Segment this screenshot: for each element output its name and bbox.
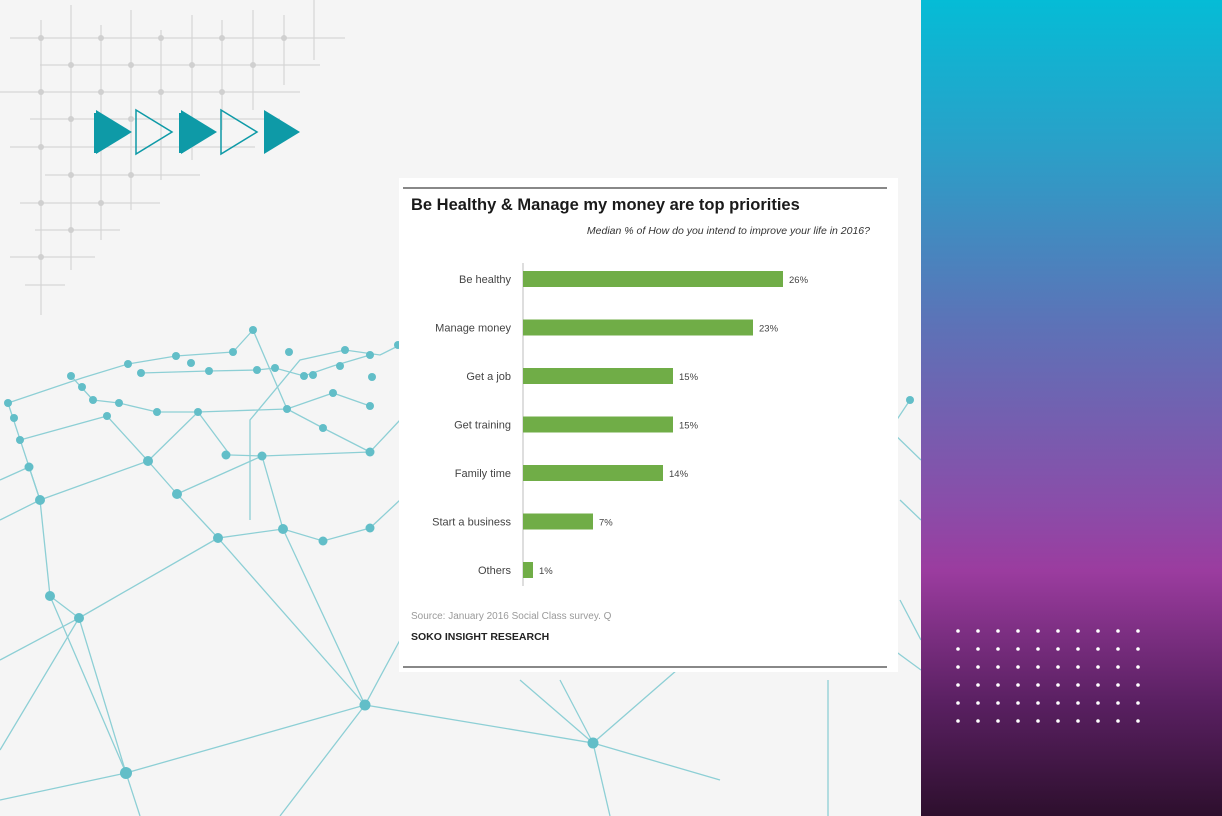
- play-solid-icon: [94, 110, 132, 154]
- category-label: Start a business: [432, 517, 511, 529]
- dot: [1076, 665, 1080, 669]
- dot: [1116, 629, 1120, 633]
- dot: [956, 629, 960, 633]
- dot: [1036, 719, 1040, 723]
- dot: [1036, 701, 1040, 705]
- category-label: Manage money: [435, 323, 511, 335]
- dot: [1076, 647, 1080, 651]
- dot: [1056, 683, 1060, 687]
- dot: [1136, 683, 1140, 687]
- dot: [1136, 719, 1140, 723]
- chart-subtitle: Median % of How do you intend to improve…: [586, 225, 870, 237]
- dot: [976, 683, 980, 687]
- dot: [1016, 719, 1020, 723]
- dot: [1136, 629, 1140, 633]
- dot: [976, 665, 980, 669]
- bar: [523, 513, 593, 530]
- dot: [976, 629, 980, 633]
- bar: [523, 368, 673, 384]
- dot: [1096, 629, 1100, 633]
- bar: [523, 271, 783, 287]
- value-label: 1%: [539, 566, 553, 577]
- gradient-side-panel: [921, 0, 1222, 816]
- dot: [996, 701, 1000, 705]
- dot: [1056, 701, 1060, 705]
- dot: [976, 647, 980, 651]
- dot: [956, 701, 960, 705]
- dot: [1056, 647, 1060, 651]
- dot: [1036, 647, 1040, 651]
- bar: [523, 319, 753, 336]
- dot: [1116, 665, 1120, 669]
- dot: [1116, 683, 1120, 687]
- dot: [1096, 647, 1100, 651]
- dot: [1096, 719, 1100, 723]
- dot-grid-decoration: [956, 629, 1140, 723]
- dot: [1036, 683, 1040, 687]
- value-label: 15%: [679, 421, 699, 432]
- dot: [1036, 629, 1040, 633]
- dot: [976, 719, 980, 723]
- value-label: 23%: [759, 324, 779, 335]
- dot: [1096, 665, 1100, 669]
- dot: [1016, 665, 1020, 669]
- dot: [1136, 701, 1140, 705]
- dot: [996, 629, 1000, 633]
- dot: [1136, 665, 1140, 669]
- value-label: 15%: [679, 372, 699, 383]
- dot: [1096, 683, 1100, 687]
- dot: [1016, 683, 1020, 687]
- value-label: 14%: [669, 469, 689, 480]
- background-network-art: [0, 0, 921, 816]
- value-label: 7%: [599, 518, 613, 529]
- bar: [523, 416, 673, 433]
- dot: [956, 647, 960, 651]
- dot: [1076, 629, 1080, 633]
- dot: [976, 701, 980, 705]
- bar: [523, 465, 663, 481]
- chart-title: Be Healthy & Manage my money are top pri…: [411, 196, 800, 214]
- category-label: Get training: [454, 420, 511, 432]
- dot: [1096, 701, 1100, 705]
- dot: [1056, 719, 1060, 723]
- category-label: Family time: [455, 468, 511, 480]
- category-label: Others: [478, 565, 512, 577]
- category-label: Be healthy: [459, 274, 511, 286]
- play-outline-icon: [220, 108, 259, 156]
- bars-layer: Be healthy 26% Manage money 23% Get a job 15%…: [432, 263, 809, 586]
- grid-lines: [0, 0, 345, 315]
- dot: [1036, 665, 1040, 669]
- dot: [956, 683, 960, 687]
- dot: [1076, 701, 1080, 705]
- dot: [956, 665, 960, 669]
- bar-chart: Be healthy 26% Manage money 23% Get a job 15%…: [403, 187, 887, 668]
- dot: [956, 719, 960, 723]
- chart-card: Be healthy 26% Manage money 23% Get a job 15%…: [399, 178, 898, 672]
- play-outline-icon: [135, 108, 174, 156]
- dot: [1016, 629, 1020, 633]
- dot: [1056, 629, 1060, 633]
- dot: [1116, 719, 1120, 723]
- network-nodes: [4, 326, 914, 779]
- play-solid-icon: [264, 110, 300, 154]
- chart-source: Source: January 2016 Social Class survey…: [411, 611, 612, 622]
- value-label: 26%: [789, 275, 809, 286]
- dot: [1116, 647, 1120, 651]
- category-label: Get a job: [466, 371, 511, 383]
- dot: [1016, 647, 1020, 651]
- dot: [1136, 647, 1140, 651]
- dot: [996, 719, 1000, 723]
- dot: [1076, 719, 1080, 723]
- dot: [1076, 683, 1080, 687]
- chart-brand: SOKO INSIGHT RESEARCH: [411, 631, 550, 643]
- dot: [1056, 665, 1060, 669]
- dot: [996, 647, 1000, 651]
- dot: [1016, 701, 1020, 705]
- play-solid-icon: [179, 110, 217, 154]
- dot: [1116, 701, 1120, 705]
- play-arrows: [94, 108, 300, 156]
- dot: [996, 683, 1000, 687]
- dot: [996, 665, 1000, 669]
- bar: [523, 562, 533, 578]
